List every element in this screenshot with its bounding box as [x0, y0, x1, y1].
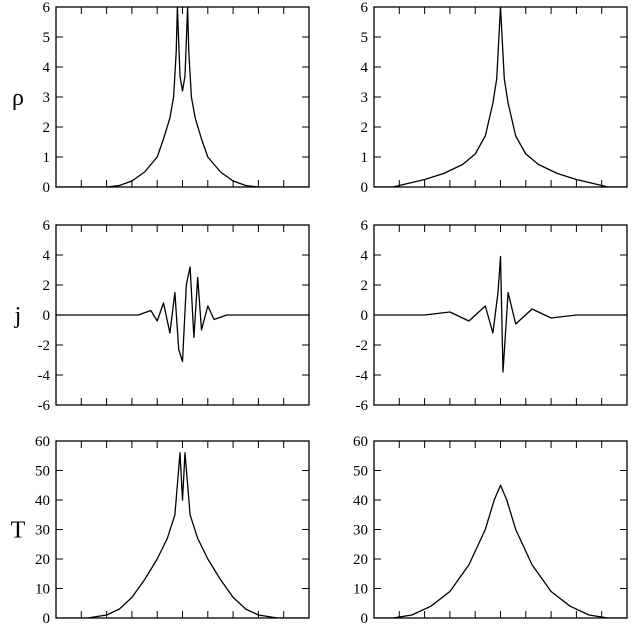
y-tick-label: 10	[35, 582, 50, 598]
y-tick-label: 40	[35, 493, 50, 509]
series-line	[374, 484, 627, 618]
y-tick-label: 20	[353, 552, 368, 568]
y-tick-label: 0	[361, 180, 369, 196]
y-tick-label: -6	[356, 398, 369, 414]
y-tick-label: 0	[43, 180, 51, 196]
y-tick-label: 5	[43, 30, 51, 46]
y-tick-label: 3	[361, 90, 369, 106]
y-tick-label: 0	[361, 611, 369, 626]
y-tick-label: 6	[361, 0, 369, 16]
y-tick-label: 2	[43, 278, 51, 294]
y-tick-label: -4	[356, 368, 369, 384]
plot-frame	[55, 6, 310, 188]
y-tick-label: 2	[361, 120, 369, 136]
plot-frame	[373, 6, 628, 188]
panel-5: 0 10 20 30 40 50 60 T	[11, 434, 310, 626]
series-line	[374, 255, 627, 373]
y-tick-label: 2	[361, 278, 369, 294]
y-tick-label: 10	[353, 582, 368, 598]
y-tick-label: 1	[43, 150, 51, 166]
panel-6: 0 10 20 30 40 50 60	[353, 434, 628, 626]
series-line	[56, 266, 309, 363]
y-tick-label: 0	[361, 308, 369, 324]
y-tick-label: 0	[43, 611, 51, 626]
y-tick-label: 2	[43, 120, 51, 136]
panel-2: 0 1 2 3 4 5 6	[361, 0, 628, 196]
plot-frame	[373, 440, 628, 619]
y-tick-label: 4	[43, 60, 51, 76]
panel-3: -6 -4 -2 0 2 4 6 j	[14, 218, 310, 414]
y-tick-label: 30	[35, 523, 50, 539]
y-tick-label: 1	[361, 150, 369, 166]
y-tick-label: 60	[353, 434, 368, 450]
panel-4: -6 -4 -2 0 2 4 6	[356, 218, 628, 414]
y-tick-label: -2	[38, 338, 51, 354]
y-tick-label: 3	[43, 90, 51, 106]
panel-1: 0 1 2 3 4 5 6 ρ	[12, 0, 310, 196]
y-tick-label: 6	[43, 0, 51, 16]
y-axis-label: j	[14, 303, 22, 329]
y-tick-label: 20	[35, 552, 50, 568]
series-line	[56, 7, 309, 187]
y-tick-label: 6	[361, 218, 369, 234]
y-tick-label: 6	[43, 218, 51, 234]
y-tick-label: 5	[361, 30, 369, 46]
y-tick-label: 4	[43, 248, 51, 264]
y-tick-label: -2	[356, 338, 369, 354]
y-axis-label: ρ	[12, 85, 24, 111]
plot-frame	[55, 440, 310, 619]
y-tick-label: -4	[38, 368, 51, 384]
y-tick-label: 4	[361, 60, 369, 76]
series-line	[56, 452, 309, 618]
y-tick-label: 4	[361, 248, 369, 264]
y-tick-label: 50	[35, 464, 50, 480]
y-axis-label: T	[11, 518, 26, 544]
y-tick-label: 60	[35, 434, 50, 450]
y-tick-label: 30	[353, 523, 368, 539]
series-line	[374, 7, 627, 187]
y-tick-label: 50	[353, 464, 368, 480]
y-tick-label: 40	[353, 493, 368, 509]
y-tick-label: -6	[38, 398, 51, 414]
y-tick-label: 0	[43, 308, 51, 324]
